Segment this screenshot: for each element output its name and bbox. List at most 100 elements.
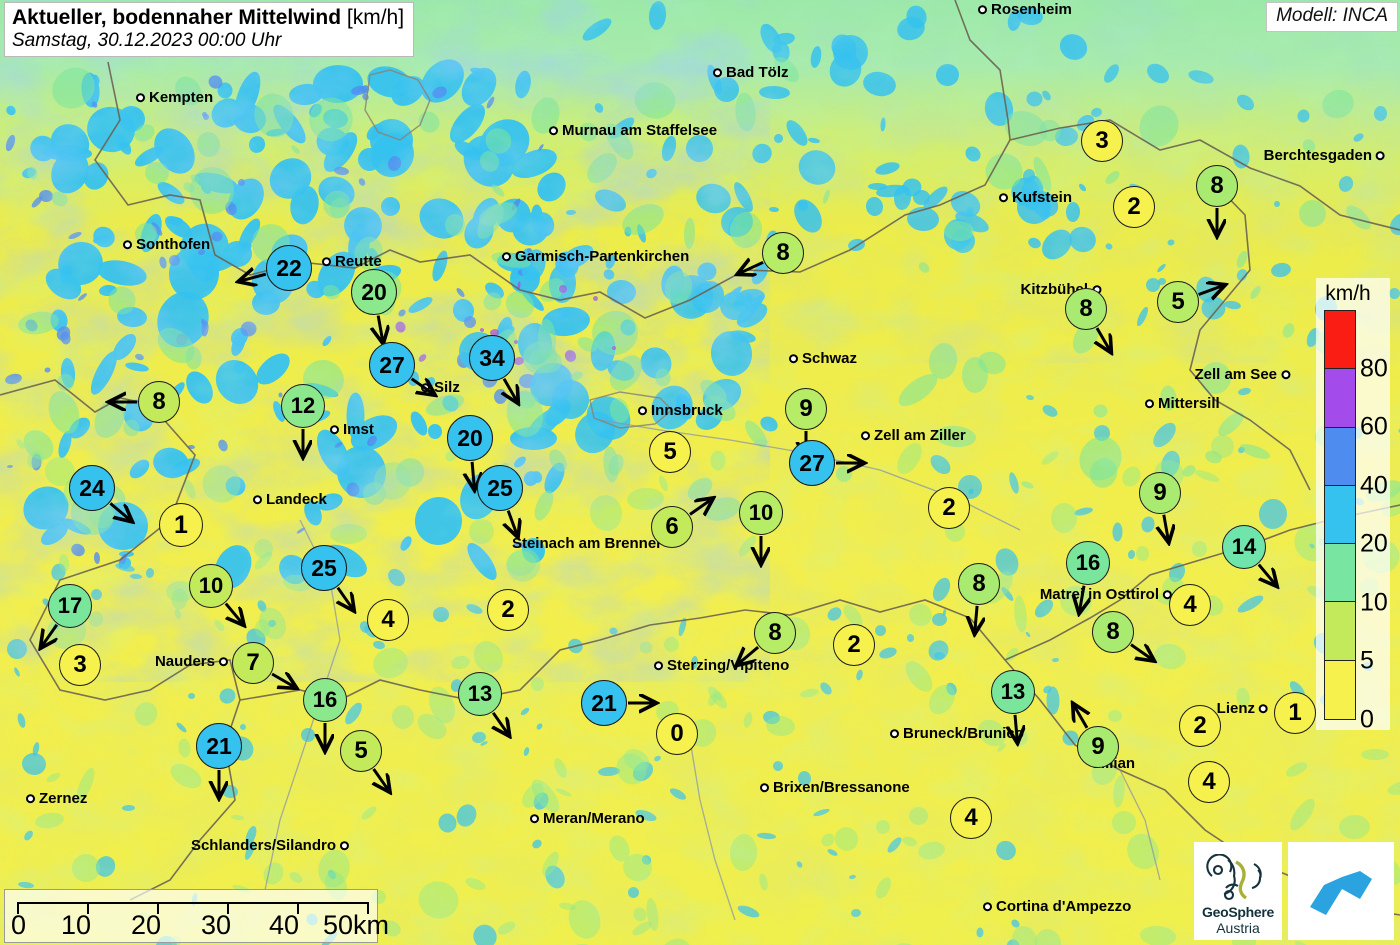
wind-station-marker[interactable]: 0 [656, 713, 698, 755]
wind-station-marker[interactable]: 2 [833, 624, 875, 666]
wind-speed-badge[interactable]: 4 [1169, 584, 1211, 626]
wind-station-marker[interactable]: 2 [1113, 186, 1155, 228]
wind-station-marker[interactable]: 27 [789, 440, 835, 486]
wind-speed-badge[interactable]: 5 [649, 431, 691, 473]
blue-arrow-icon [1310, 871, 1372, 915]
city-dot-icon [26, 793, 35, 803]
wind-station-marker[interactable]: 8 [762, 232, 804, 274]
wind-station-marker[interactable]: 27 [369, 342, 415, 388]
wind-station-marker[interactable]: 16 [1066, 541, 1110, 585]
wind-station-marker[interactable]: 22 [266, 245, 312, 291]
wind-station-marker[interactable]: 17 [48, 584, 92, 628]
wind-station-marker[interactable]: 9 [1139, 472, 1181, 514]
wind-station-marker[interactable]: 4 [950, 797, 992, 839]
wind-speed-badge[interactable]: 34 [469, 335, 515, 381]
wind-station-marker[interactable]: 25 [301, 545, 347, 591]
wind-speed-badge[interactable]: 5 [340, 730, 382, 772]
wind-station-marker[interactable]: 8 [138, 381, 180, 423]
wind-speed-badge[interactable]: 10 [189, 564, 233, 608]
wind-station-marker[interactable]: 21 [581, 680, 627, 726]
wind-speed-badge[interactable]: 0 [656, 713, 698, 755]
wind-speed-badge[interactable]: 8 [762, 232, 804, 274]
wind-speed-value: 14 [1231, 534, 1257, 559]
wind-speed-badge[interactable]: 2 [833, 624, 875, 666]
wind-station-marker[interactable]: 5 [340, 730, 382, 772]
wind-speed-badge[interactable]: 27 [369, 342, 415, 388]
wind-station-marker[interactable]: 2 [1179, 705, 1221, 747]
wind-speed-badge[interactable]: 8 [138, 381, 180, 423]
wind-station-marker[interactable]: 34 [469, 335, 515, 381]
wind-speed-badge[interactable]: 2 [1179, 705, 1221, 747]
wind-station-marker[interactable]: 13 [458, 672, 502, 716]
wind-speed-badge[interactable]: 8 [1196, 165, 1238, 207]
legend-colorbar: km/h 80 60 40 20 10 5 0 [1316, 278, 1390, 732]
wind-speed-badge[interactable]: 13 [458, 672, 502, 716]
wind-station-marker[interactable]: 3 [59, 644, 101, 686]
wind-station-marker[interactable]: 5 [649, 431, 691, 473]
wind-station-marker[interactable]: 8 [958, 563, 1000, 605]
wind-station-marker[interactable]: 4 [1169, 584, 1211, 626]
wind-speed-badge[interactable]: 13 [991, 670, 1035, 714]
wind-speed-badge[interactable]: 1 [1274, 692, 1316, 734]
wind-station-marker[interactable]: 5 [1157, 281, 1199, 323]
wind-speed-badge[interactable]: 16 [303, 678, 347, 722]
wind-speed-badge[interactable]: 4 [1188, 761, 1230, 803]
wind-station-marker[interactable]: 9 [1077, 726, 1119, 768]
wind-speed-badge[interactable]: 25 [477, 465, 523, 511]
wind-speed-badge[interactable]: 4 [950, 797, 992, 839]
wind-speed-badge[interactable]: 3 [1081, 120, 1123, 162]
wind-speed-badge[interactable]: 22 [266, 245, 312, 291]
wind-station-marker[interactable]: 14 [1222, 525, 1266, 569]
wind-speed-badge[interactable]: 14 [1222, 525, 1266, 569]
wind-speed-badge[interactable]: 10 [739, 491, 783, 535]
wind-speed-badge[interactable]: 4 [367, 599, 409, 641]
wind-station-marker[interactable]: 1 [1274, 692, 1316, 734]
wind-speed-badge[interactable]: 7 [232, 642, 274, 684]
wind-speed-badge[interactable]: 12 [281, 384, 325, 428]
wind-station-marker[interactable]: 7 [232, 642, 274, 684]
wind-station-marker[interactable]: 13 [991, 670, 1035, 714]
wind-station-marker[interactable]: 20 [351, 269, 397, 315]
wind-speed-badge[interactable]: 9 [1139, 472, 1181, 514]
wind-station-marker[interactable]: 10 [739, 491, 783, 535]
wind-speed-badge[interactable]: 9 [1077, 726, 1119, 768]
wind-speed-badge[interactable]: 16 [1066, 541, 1110, 585]
wind-speed-badge[interactable]: 8 [1065, 288, 1107, 330]
wind-speed-badge[interactable]: 20 [447, 415, 493, 461]
wind-station-marker[interactable]: 8 [754, 612, 796, 654]
wind-speed-badge[interactable]: 8 [754, 612, 796, 654]
wind-station-marker[interactable]: 20 [447, 415, 493, 461]
wind-station-marker[interactable]: 3 [1081, 120, 1123, 162]
wind-speed-badge[interactable]: 21 [196, 723, 242, 769]
wind-speed-badge[interactable]: 24 [69, 465, 115, 511]
wind-speed-badge[interactable]: 9 [785, 388, 827, 430]
wind-speed-badge[interactable]: 8 [1092, 611, 1134, 653]
wind-station-marker[interactable]: 4 [1188, 761, 1230, 803]
wind-station-marker[interactable]: 8 [1196, 165, 1238, 207]
wind-station-marker[interactable]: 8 [1092, 611, 1134, 653]
wind-speed-badge[interactable]: 20 [351, 269, 397, 315]
wind-station-marker[interactable]: 12 [281, 384, 325, 428]
wind-speed-badge[interactable]: 2 [928, 487, 970, 529]
wind-station-marker[interactable]: 21 [196, 723, 242, 769]
wind-station-marker[interactable]: 24 [69, 465, 115, 511]
wind-station-marker[interactable]: 8 [1065, 288, 1107, 330]
wind-speed-badge[interactable]: 3 [59, 644, 101, 686]
wind-speed-badge[interactable]: 5 [1157, 281, 1199, 323]
wind-station-marker[interactable]: 1 [159, 503, 203, 547]
wind-station-marker[interactable]: 6 [651, 506, 693, 548]
wind-station-marker[interactable]: 25 [477, 465, 523, 511]
wind-speed-badge[interactable]: 21 [581, 680, 627, 726]
wind-station-marker[interactable]: 16 [303, 678, 347, 722]
wind-speed-badge[interactable]: 2 [1113, 186, 1155, 228]
wind-speed-badge[interactable]: 25 [301, 545, 347, 591]
wind-speed-badge[interactable]: 6 [651, 506, 693, 548]
wind-station-marker[interactable]: 10 [189, 564, 233, 608]
wind-speed-badge[interactable]: 2 [487, 589, 529, 631]
wind-speed-badge[interactable]: 1 [159, 503, 203, 547]
wind-station-marker[interactable]: 2 [928, 487, 970, 529]
wind-station-marker[interactable]: 2 [487, 589, 529, 631]
wind-speed-badge[interactable]: 8 [958, 563, 1000, 605]
wind-station-marker[interactable]: 4 [367, 599, 409, 641]
wind-speed-badge[interactable]: 17 [48, 584, 92, 628]
